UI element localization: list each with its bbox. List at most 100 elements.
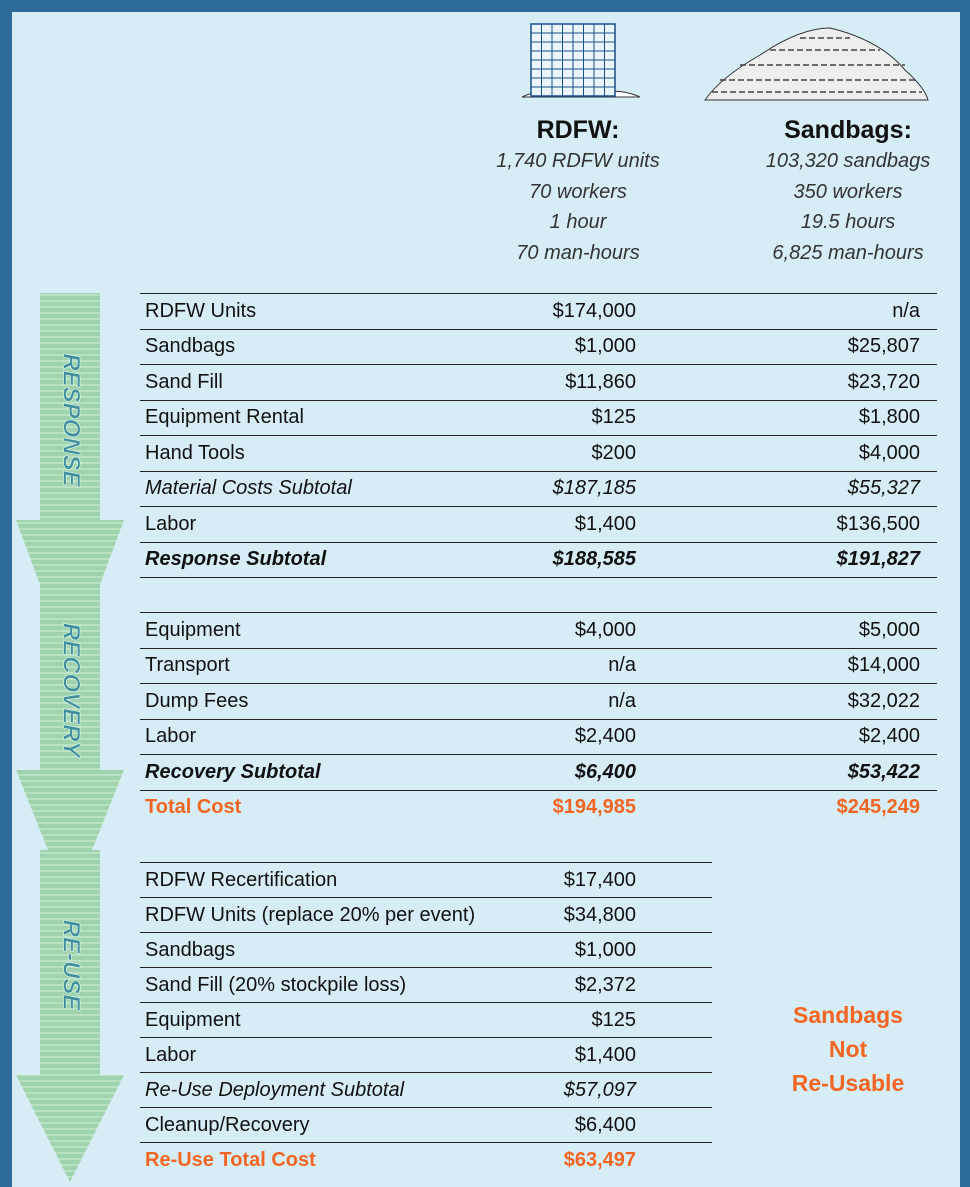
row-label: Sand Fill (145, 370, 223, 393)
cell-value: $4,000 (574, 618, 636, 641)
cell-value: $200 (591, 441, 637, 464)
rule (140, 967, 712, 968)
column-detail: 350 workers (793, 180, 903, 203)
rule (140, 577, 937, 578)
arrow (16, 293, 124, 665)
cell-value: $17,400 (563, 868, 636, 891)
rule (140, 1107, 712, 1108)
cell-value: $4,000 (858, 441, 920, 464)
cell-value: $191,827 (836, 548, 920, 571)
cell-value: $1,400 (574, 512, 636, 535)
cell-value: $57,097 (563, 1078, 636, 1101)
note: Re-Usable (791, 1070, 905, 1096)
column-detail: 19.5 hours (800, 211, 896, 233)
row-label: Re-Use Deployment Subtotal (145, 1078, 405, 1101)
cell-value: n/a (892, 299, 920, 322)
rdfw-icon (521, 23, 641, 98)
cell-value: $23,720 (847, 370, 920, 393)
panel (12, 12, 960, 1187)
row-label: Sandbags (145, 938, 236, 961)
row-label: Labor (145, 725, 197, 748)
phase-label: RESPONSE (58, 353, 85, 487)
note: Sandbags (793, 1002, 903, 1028)
cell-value: n/a (608, 654, 636, 677)
cell-value: $174,000 (552, 299, 636, 322)
row-label: Material Costs Subtotal (145, 477, 352, 500)
column-detail: 1 hour (549, 211, 607, 233)
cell-value: $53,422 (847, 760, 920, 783)
cell-value: $194,985 (552, 796, 636, 819)
cell-value: $1,000 (574, 938, 636, 961)
arrow (16, 850, 124, 1182)
row-label: Equipment Rental (145, 406, 304, 429)
side-arrows: RESPONSE RECOVERY RE-USE (16, 293, 124, 1182)
row-label: Labor (145, 512, 197, 535)
rule (140, 612, 937, 613)
row-label: Equipment (145, 618, 241, 641)
cell-value: n/a (608, 689, 636, 712)
cell-value: $2,400 (858, 725, 920, 748)
row-label: Cleanup/Recovery (145, 1113, 310, 1136)
cell-value: $245,249 (836, 796, 920, 819)
cell-value: $5,000 (858, 618, 920, 641)
cell-value: $136,500 (836, 512, 920, 535)
cell-value: $63,497 (563, 1148, 636, 1171)
cell-value: $55,327 (847, 477, 920, 500)
column-detail: 70 workers (529, 180, 627, 203)
row-label: Hand Tools (145, 441, 245, 464)
row-label: Dump Fees (145, 689, 249, 712)
cell-value: $1,400 (574, 1043, 636, 1066)
cell-value: $125 (591, 406, 637, 429)
column-detail: 103,320 sandbags (765, 150, 931, 172)
column-detail: 70 man-hours (516, 241, 640, 264)
row-label: RDFW Units (replace 20% per event) (145, 903, 476, 926)
cell-value: $14,000 (847, 654, 920, 677)
column-title: Sandbags: (784, 116, 912, 144)
row-label: Recovery Subtotal (145, 760, 321, 783)
row-label: Equipment (145, 1008, 241, 1031)
cell-value: $1,800 (858, 406, 920, 429)
cell-value: $125 (591, 1008, 637, 1031)
arrow (16, 585, 124, 905)
row-label: Sand Fill (20% stockpile loss) (145, 973, 407, 996)
cell-value: $2,400 (574, 725, 636, 748)
row-label: RDFW Units (145, 299, 257, 322)
rule (140, 1002, 712, 1003)
rule (140, 1142, 712, 1143)
rule (140, 897, 712, 898)
column-detail: 6,825 man-hours (772, 241, 924, 264)
cell-value: $188,585 (552, 548, 636, 571)
rule (140, 364, 937, 365)
rule (140, 328, 937, 330)
column-title: RDFW: (536, 116, 620, 144)
rule (140, 683, 937, 684)
row-label: Sandbags (145, 335, 236, 358)
cell-value: $11,860 (565, 370, 636, 393)
cell-value: $34,800 (563, 903, 636, 926)
rule (140, 789, 937, 791)
cell-value: $25,807 (847, 335, 920, 358)
cell-value: $32,022 (847, 689, 920, 712)
row-label: Labor (145, 1043, 197, 1066)
row-label: Response Subtotal (145, 548, 327, 571)
rule (140, 862, 712, 863)
rule (140, 470, 937, 472)
note: Not (828, 1036, 868, 1062)
cell-value: $6,400 (574, 1113, 636, 1136)
column-detail: 1,740 RDFW units (496, 150, 660, 172)
rule (140, 718, 937, 720)
cell-value: $6,400 (574, 760, 636, 783)
cell-value: $1,000 (574, 335, 636, 358)
row-label: Re-Use Total Cost (145, 1148, 316, 1171)
rule (140, 435, 937, 436)
phase-label: RE-USE (58, 920, 85, 1012)
sandbag-icon (704, 27, 929, 101)
row-label: Transport (145, 654, 230, 677)
rule (140, 293, 937, 294)
cell-value: $2,372 (574, 973, 636, 996)
row-label: RDFW Recertification (145, 868, 338, 891)
rule (140, 541, 937, 543)
rule (140, 932, 712, 933)
